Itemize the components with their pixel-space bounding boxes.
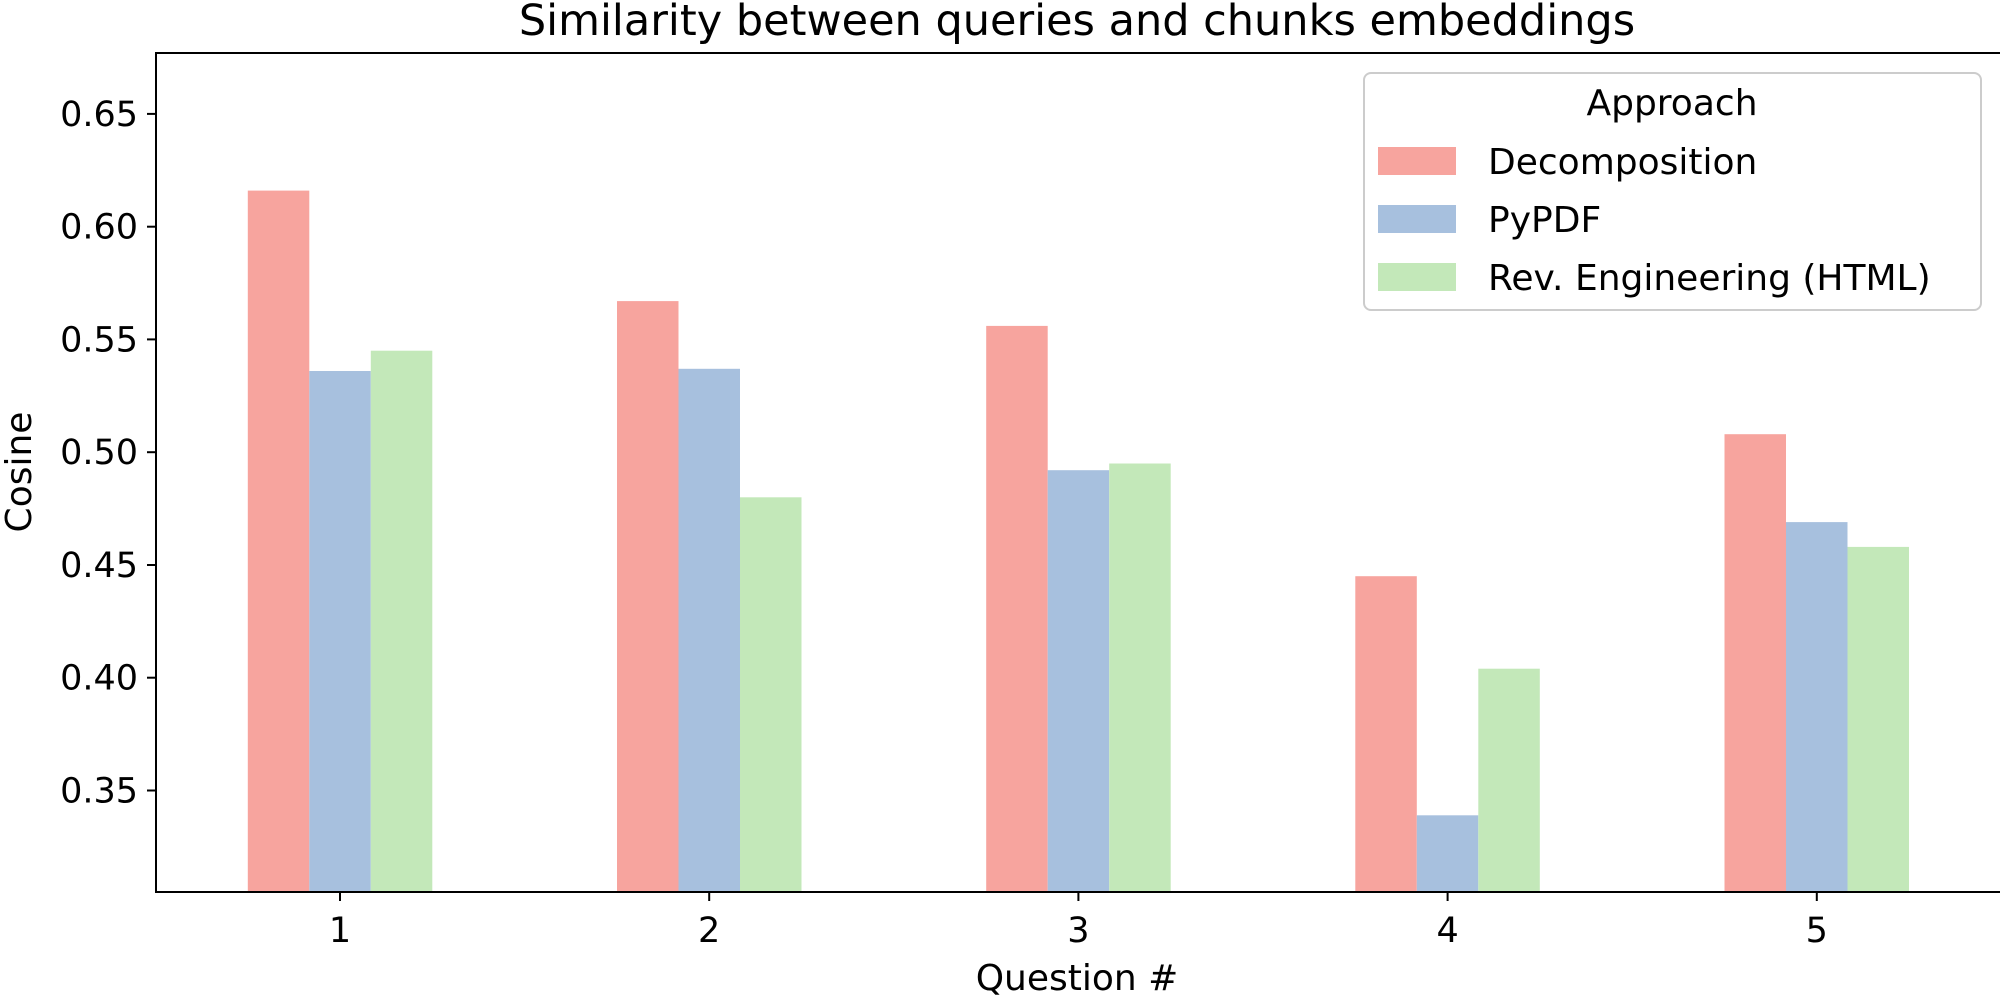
bar-rev-engineering-html-q1 (370, 350, 433, 892)
x-axis-label: Question # (976, 958, 1179, 999)
legend-label: Decomposition (1488, 142, 1757, 183)
legend-label: Rev. Engineering (HTML) (1488, 258, 1931, 299)
y-axis: 0.35 0.40 0.45 0.50 0.55 0.60 0.65 (60, 95, 156, 812)
bar-rev-engineering-html-q3 (1109, 463, 1171, 892)
bar-decomposition-q5 (1724, 434, 1786, 892)
legend: Approach Decomposition PyPDF Rev. Engineer… (1363, 72, 1982, 311)
bar-pypdf-q4 (1416, 815, 1479, 892)
bar-decomposition-q1 (247, 190, 310, 893)
x-axis: 1 2 3 4 5 (329, 892, 1828, 951)
y-tick-label: 0.40 (60, 659, 138, 699)
y-tick-label: 0.45 (60, 546, 138, 586)
x-tick-label: 2 (698, 911, 720, 951)
chart-title: Similarity between queries and chunks em… (519, 0, 1635, 46)
bar-pypdf-q3 (1047, 470, 1110, 892)
bar-rev-engineering-html-q5 (1847, 546, 1909, 892)
y-tick-label: 0.60 (60, 208, 138, 248)
y-tick-label: 0.65 (60, 95, 138, 135)
bars-group (247, 190, 1909, 893)
y-tick-label: 0.55 (60, 320, 138, 360)
legend-swatch (1378, 147, 1456, 175)
bar-pypdf-q2 (678, 368, 740, 892)
bar-decomposition-q4 (1355, 576, 1417, 892)
y-axis-label: Cosine (0, 412, 40, 533)
bar-pypdf-q5 (1786, 522, 1848, 892)
legend-frame (1363, 72, 1982, 311)
x-tick-label: 1 (329, 911, 351, 951)
legend-label: PyPDF (1488, 200, 1601, 241)
legend-title: Approach (1586, 83, 1757, 124)
bar-rev-engineering-html-q4 (1478, 668, 1540, 892)
bar-decomposition-q3 (986, 325, 1048, 892)
y-tick-label: 0.35 (60, 772, 138, 812)
y-tick-label: 0.50 (60, 433, 138, 473)
x-tick-label: 5 (1806, 911, 1828, 951)
legend-swatch (1378, 205, 1456, 233)
bar-rev-engineering-html-q2 (740, 497, 802, 892)
x-tick-label: 4 (1436, 911, 1458, 951)
bar-pypdf-q1 (309, 371, 371, 892)
bar-decomposition-q2 (617, 301, 679, 893)
x-tick-label: 3 (1067, 911, 1089, 951)
legend-swatch (1378, 263, 1456, 291)
